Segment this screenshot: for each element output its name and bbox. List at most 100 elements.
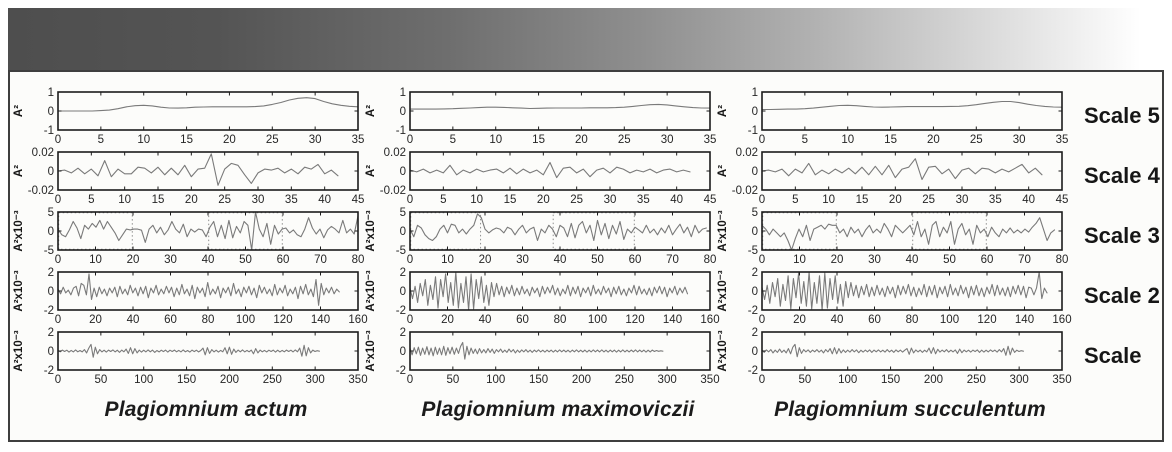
svg-text:0: 0: [752, 226, 758, 238]
gradient-header-bar: [8, 8, 1164, 70]
svg-text:120: 120: [625, 314, 644, 326]
svg-text:10: 10: [89, 254, 102, 266]
svg-text:15: 15: [884, 134, 897, 146]
svg-text:2: 2: [752, 327, 758, 339]
svg-text:35: 35: [352, 134, 365, 146]
chart-succulentum-scale4: 0 5 10 15 20 25 30 35 40 45 0.02 0 -0.02 A²: [714, 146, 1069, 206]
svg-text:1: 1: [400, 87, 406, 99]
svg-text:50: 50: [798, 374, 811, 386]
svg-text:2: 2: [48, 327, 54, 339]
svg-text:40: 40: [1022, 194, 1035, 206]
svg-text:10: 10: [793, 254, 806, 266]
svg-text:40: 40: [318, 194, 331, 206]
svg-text:A²: A²: [365, 105, 377, 117]
svg-text:-2: -2: [748, 365, 758, 377]
svg-text:0: 0: [759, 254, 765, 266]
svg-text:350: 350: [700, 374, 719, 386]
svg-text:160: 160: [700, 314, 719, 326]
svg-text:5: 5: [48, 207, 54, 219]
svg-text:A²: A²: [13, 105, 25, 117]
svg-text:60: 60: [277, 254, 290, 266]
svg-text:20: 20: [479, 254, 492, 266]
svg-text:100: 100: [588, 314, 607, 326]
svg-text:0: 0: [400, 346, 406, 358]
svg-text:-0.02: -0.02: [380, 185, 406, 197]
svg-text:0.02: 0.02: [736, 147, 758, 159]
svg-text:120: 120: [273, 314, 292, 326]
svg-text:5: 5: [450, 134, 456, 146]
svg-text:0.02: 0.02: [384, 147, 406, 159]
svg-text:A²: A²: [717, 165, 729, 177]
svg-text:60: 60: [868, 314, 881, 326]
svg-text:15: 15: [856, 194, 869, 206]
scale-label-2: Scale 2: [1084, 283, 1160, 308]
svg-text:45: 45: [352, 194, 365, 206]
svg-text:20: 20: [127, 254, 140, 266]
chart-succulentum-scale2: 0 20 40 60 80 100 120 140 160 2 0 -2 A²x10⁻³: [714, 266, 1072, 326]
svg-text:160: 160: [1052, 314, 1071, 326]
svg-text:45: 45: [1056, 194, 1069, 206]
svg-text:50: 50: [943, 254, 956, 266]
svg-text:0.02: 0.02: [32, 147, 54, 159]
svg-text:A²x10⁻³: A²x10⁻³: [717, 330, 729, 371]
svg-text:0: 0: [48, 286, 54, 298]
svg-text:35: 35: [637, 194, 650, 206]
svg-text:20: 20: [575, 134, 588, 146]
svg-text:-1: -1: [396, 125, 406, 137]
svg-text:2: 2: [48, 267, 54, 279]
svg-text:A²: A²: [13, 165, 25, 177]
svg-text:20: 20: [927, 134, 940, 146]
scale-label-3: Scale 3: [1084, 223, 1160, 248]
svg-text:A²x10⁻³: A²x10⁻³: [13, 330, 25, 371]
svg-text:50: 50: [94, 374, 107, 386]
svg-text:0: 0: [400, 226, 406, 238]
chart-actum-scale4: 0 5 10 15 20 25 30 35 40 45 0.02 0 -0.02 A²: [10, 146, 365, 206]
svg-text:0: 0: [407, 194, 413, 206]
svg-text:0: 0: [752, 286, 758, 298]
caption-plagiomnium-succulentum: Plagiomnium succulentum: [774, 398, 1046, 421]
svg-text:30: 30: [309, 134, 322, 146]
svg-text:0: 0: [752, 166, 758, 178]
svg-text:80: 80: [1056, 254, 1069, 266]
svg-text:0: 0: [407, 134, 413, 146]
caption-plagiomnium-actum: Plagiomnium actum: [104, 398, 308, 421]
svg-text:60: 60: [981, 254, 994, 266]
svg-text:0: 0: [400, 166, 406, 178]
svg-text:100: 100: [838, 374, 857, 386]
svg-text:150: 150: [881, 374, 900, 386]
svg-text:15: 15: [180, 134, 193, 146]
svg-text:5: 5: [440, 194, 446, 206]
svg-text:40: 40: [670, 194, 683, 206]
svg-text:2: 2: [400, 267, 406, 279]
svg-text:50: 50: [591, 254, 604, 266]
svg-text:20: 20: [831, 254, 844, 266]
svg-text:30: 30: [956, 194, 969, 206]
svg-text:300: 300: [306, 374, 325, 386]
svg-text:-5: -5: [44, 245, 54, 257]
svg-text:300: 300: [1010, 374, 1029, 386]
svg-text:-2: -2: [44, 365, 54, 377]
svg-text:0: 0: [759, 314, 765, 326]
svg-text:35: 35: [704, 134, 717, 146]
svg-text:5: 5: [88, 194, 94, 206]
svg-text:-5: -5: [396, 245, 406, 257]
svg-text:150: 150: [529, 374, 548, 386]
svg-text:5: 5: [400, 207, 406, 219]
svg-text:20: 20: [793, 314, 806, 326]
svg-text:20: 20: [537, 194, 550, 206]
svg-text:0: 0: [48, 166, 54, 178]
svg-text:70: 70: [1018, 254, 1031, 266]
svg-text:10: 10: [489, 134, 502, 146]
svg-text:20: 20: [223, 134, 236, 146]
svg-text:-0.02: -0.02: [732, 185, 758, 197]
column-plagiomnium-actum: 0 5 10 15 20 25 30 35 1 0 -1 A² 0 5 10 15 20 25 30 35 40 45 0…: [10, 86, 368, 434]
svg-text:0: 0: [400, 286, 406, 298]
svg-text:-2: -2: [748, 305, 758, 317]
svg-text:350: 350: [348, 374, 367, 386]
caption-plagiomnium-maximoviczii: Plagiomnium maximoviczii: [421, 398, 695, 421]
svg-text:35: 35: [1056, 134, 1069, 146]
chart-succulentum-scale1: 0 50 100 150 200 250 300 350 2 0 -2 A²x10⁻³: [714, 326, 1072, 386]
chart-maximoviczii-scale5: 0 5 10 15 20 25 30 35 1 0 -1 A²: [362, 86, 717, 146]
svg-text:200: 200: [924, 374, 943, 386]
svg-text:40: 40: [906, 254, 919, 266]
